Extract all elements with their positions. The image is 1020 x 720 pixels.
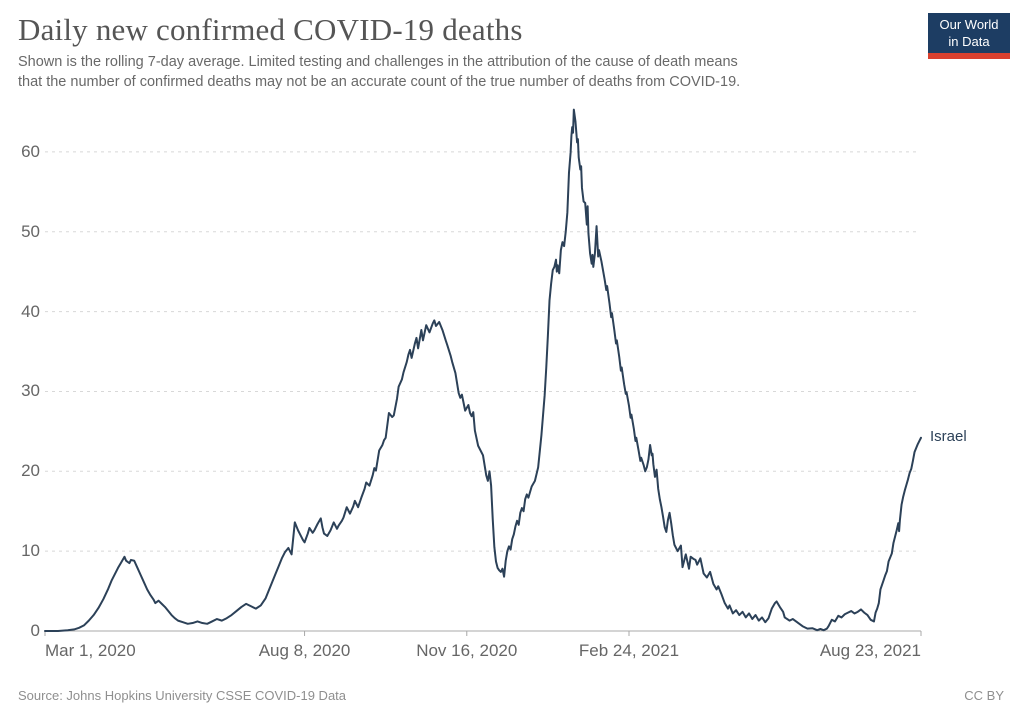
y-axis-tick-label: 40 <box>21 301 40 321</box>
owid-logo[interactable]: Our World in Data <box>928 13 1010 59</box>
chart-subtitle-line2: that the number of confirmed deaths may … <box>18 74 741 90</box>
y-axis-tick-label: 10 <box>21 541 40 561</box>
chart-subtitle-line1: Shown is the rolling 7-day average. Limi… <box>18 54 738 70</box>
x-axis-tick-label: Aug 23, 2021 <box>819 641 921 660</box>
y-axis-tick-label: 50 <box>21 221 40 241</box>
x-axis-tick-label: Nov 16, 2020 <box>416 641 518 660</box>
data-line-israel[interactable] <box>44 108 922 632</box>
source-attribution: Source: Johns Hopkins University CSSE CO… <box>18 688 347 703</box>
series-label-israel[interactable]: Israel <box>930 428 967 445</box>
y-axis-tick-label: 0 <box>30 621 40 640</box>
owid-logo-text: Our World in Data <box>928 13 1010 53</box>
owid-logo-line2: in Data <box>948 33 990 49</box>
chart-subtitle: Shown is the rolling 7-day average. Limi… <box>18 52 898 92</box>
x-axis-tick-label: Mar 1, 2020 <box>45 641 136 660</box>
owid-logo-red-bar <box>928 53 1010 59</box>
x-axis-tick-label: Aug 8, 2020 <box>258 641 351 660</box>
owid-logo-line1: Our World <box>939 17 999 32</box>
y-axis-tick-label: 60 <box>21 141 40 161</box>
x-axis-tick-label: Feb 24, 2021 <box>578 641 680 660</box>
y-axis-tick-label: 30 <box>21 381 40 401</box>
y-axis-tick-label: 20 <box>21 461 40 481</box>
license-label: CC BY <box>964 688 1004 703</box>
chart-title: Daily new confirmed COVID-19 deaths <box>18 12 523 47</box>
